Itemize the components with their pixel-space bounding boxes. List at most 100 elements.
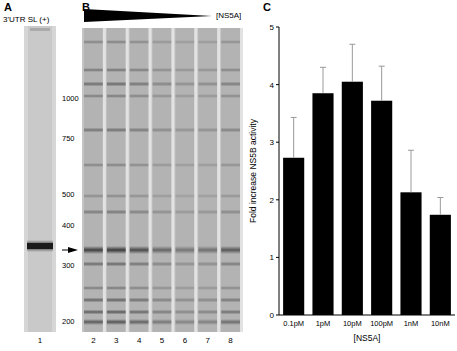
gel-band — [84, 246, 103, 254]
y-tick — [276, 315, 279, 316]
gel-band — [107, 286, 126, 290]
panel-label: C — [263, 1, 271, 13]
gel-band — [84, 298, 103, 303]
gel-band — [221, 82, 240, 87]
gel-band — [175, 286, 194, 290]
gel-a-background — [24, 26, 56, 332]
gel-band — [153, 210, 172, 215]
gel-well — [30, 28, 50, 31]
error-cap — [320, 67, 326, 68]
gel-band — [84, 82, 103, 87]
gel-band — [84, 68, 103, 72]
gel-band — [221, 298, 240, 303]
lane-number: 2 — [91, 336, 96, 345]
gel-band — [175, 163, 194, 167]
gel-band — [153, 82, 172, 87]
lane-number: 3 — [114, 336, 119, 345]
gel-band — [107, 68, 126, 72]
error-cap — [408, 150, 414, 151]
gel-band — [84, 128, 103, 133]
gel-band — [153, 246, 172, 254]
x-tick-label: 100pM — [370, 319, 393, 328]
gel-band — [130, 68, 149, 72]
lane-separator — [240, 28, 243, 332]
gel-band — [153, 286, 172, 290]
gel-band — [84, 210, 103, 215]
gel-band — [27, 243, 53, 249]
gel-band — [153, 262, 172, 267]
error-cap — [349, 44, 355, 45]
gel-band — [130, 262, 149, 267]
gel-band — [221, 40, 240, 44]
gel-band — [130, 310, 149, 315]
marker-label: 1000 — [62, 94, 79, 103]
gel-band — [107, 82, 126, 87]
gel-lane — [221, 28, 240, 332]
bar — [342, 82, 363, 315]
gel-band — [130, 246, 149, 254]
background — [0, 0, 457, 351]
gel-band — [153, 40, 172, 44]
gel-b-background — [82, 28, 242, 332]
band-arrow — [62, 250, 70, 251]
x-axis-title: [NS5A] — [354, 333, 381, 343]
gel-band — [107, 319, 126, 325]
gel-band — [221, 286, 240, 290]
marker-label: 400 — [62, 221, 75, 230]
figure: ABC3'UTR SL (+)10007505004003002001[NS5A… — [0, 0, 457, 351]
y-tick-label: 3 — [270, 138, 275, 147]
gel-band — [198, 163, 217, 167]
y-tick — [276, 257, 279, 258]
gel-band — [130, 194, 149, 198]
gel-band — [153, 163, 172, 167]
gel-band — [107, 246, 126, 254]
error-bar — [379, 66, 385, 101]
gel-band — [221, 246, 240, 254]
gel-a-lane — [28, 26, 52, 332]
gel-band — [130, 94, 149, 98]
gel-band — [198, 286, 217, 290]
x-tick-label: 1nM — [404, 319, 419, 328]
gel-band — [198, 262, 217, 267]
gel-band — [107, 210, 126, 215]
gel-band — [84, 194, 103, 198]
y-tick-label: 1 — [270, 253, 275, 262]
y-axis — [279, 27, 280, 315]
gel-lane — [153, 28, 172, 332]
gel-band — [153, 298, 172, 303]
bar — [371, 101, 392, 315]
gel-band — [153, 94, 172, 98]
gel-band — [107, 310, 126, 315]
error-bar — [349, 44, 355, 81]
gel-band — [175, 262, 194, 267]
gel-band — [153, 310, 172, 315]
gel-band — [198, 246, 217, 254]
gel-band — [198, 194, 217, 198]
gel-band — [221, 163, 240, 167]
gel-band — [153, 128, 172, 133]
gel-band — [84, 310, 103, 315]
panel-label: A — [4, 1, 12, 13]
gel-band — [198, 82, 217, 87]
gel-band — [27, 240, 53, 252]
gel-band — [130, 163, 149, 167]
lane-separator — [171, 28, 174, 332]
bars — [283, 44, 451, 315]
marker-label: 750 — [62, 134, 75, 143]
marker-label: 500 — [62, 190, 75, 199]
y-tick-label: 4 — [270, 81, 275, 90]
error-bar — [320, 67, 326, 93]
lane-header: 3'UTR SL (+) — [3, 15, 50, 24]
figure-svg: ABC3'UTR SL (+)10007505004003002001[NS5A… — [0, 0, 457, 351]
lane-separator — [217, 28, 220, 332]
gel-band — [221, 194, 240, 198]
error-bar — [408, 150, 414, 192]
bar — [283, 158, 304, 315]
error-line — [381, 66, 382, 101]
gel-band — [153, 194, 172, 198]
gel-band — [175, 128, 194, 133]
gel-band — [130, 298, 149, 303]
marker-label: 200 — [62, 317, 75, 326]
error-line — [352, 44, 353, 81]
gel-band — [175, 310, 194, 315]
